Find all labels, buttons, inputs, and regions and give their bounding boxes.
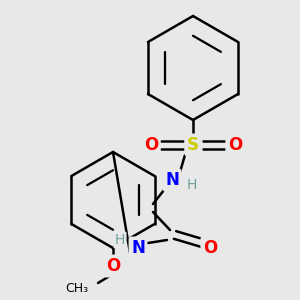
Text: N: N [131,239,145,257]
Text: CH₃: CH₃ [65,281,88,295]
Text: H: H [115,233,125,247]
Text: O: O [228,136,242,154]
Text: O: O [144,136,158,154]
Text: H: H [187,178,197,192]
Text: S: S [187,136,199,154]
Text: O: O [106,257,120,275]
Text: O: O [203,239,217,257]
Text: N: N [165,171,179,189]
